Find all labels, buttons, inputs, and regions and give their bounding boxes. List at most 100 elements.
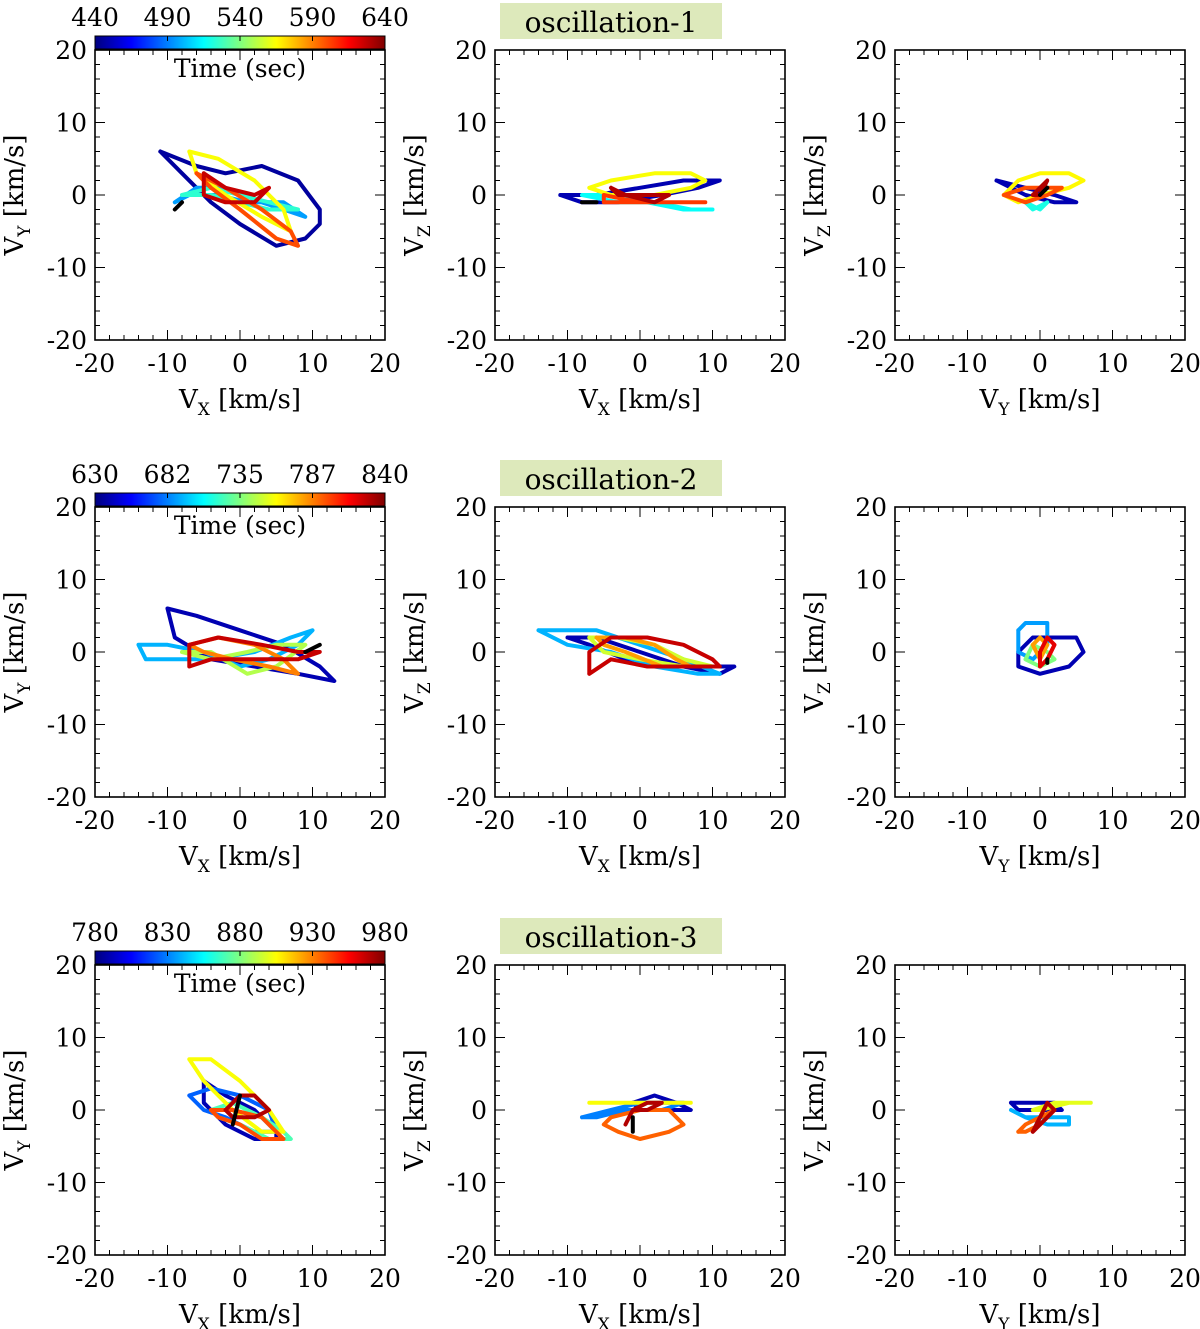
x-tick-label: -20 — [875, 806, 915, 835]
x-tick-label: 10 — [1097, 806, 1129, 835]
trajectory-loop — [1030, 178, 1050, 197]
x-tick-label: 0 — [1032, 1264, 1048, 1293]
trajectory-loop — [623, 1100, 664, 1127]
trajectory-loop — [1023, 200, 1050, 212]
x-tick-label: 0 — [1032, 806, 1048, 835]
oscillation-title-badge: oscillation-2 — [500, 460, 722, 496]
x-axis-label: VX [km/s] — [578, 842, 701, 877]
y-axis-label: VZ [km/s] — [400, 134, 435, 257]
x-tick-label: 10 — [297, 806, 329, 835]
trajectory-series — [536, 628, 737, 676]
y-tick-label: -20 — [847, 783, 887, 812]
x-axis-label: VX [km/s] — [178, 1300, 301, 1329]
y-tick-label: 0 — [71, 181, 87, 210]
x-tick-label: 10 — [1097, 1264, 1129, 1293]
x-tick-label: 0 — [1032, 349, 1048, 378]
colorbar-tick-label: 735 — [216, 460, 264, 489]
x-tick-label: -20 — [475, 349, 515, 378]
trajectory-loop — [172, 200, 184, 212]
trajectory-loop — [1030, 1100, 1057, 1134]
y-tick-label: -10 — [47, 1169, 87, 1198]
trajectory-loop — [230, 1093, 242, 1127]
y-tick-label: -20 — [847, 1241, 887, 1270]
y-tick-label: 20 — [455, 951, 487, 980]
y-axis-label: VY [km/s] — [0, 591, 35, 713]
time-colorbar: 440 490 540 590 640 Time (sec) — [71, 3, 409, 83]
x-tick-label: 0 — [632, 349, 648, 378]
x-tick-label: 20 — [369, 349, 401, 378]
trajectory-loop — [1030, 635, 1050, 662]
y-tick-label: -20 — [847, 326, 887, 355]
trajectory-series — [136, 606, 337, 683]
y-tick-label: 10 — [455, 109, 487, 138]
y-tick-label: 10 — [855, 1024, 887, 1053]
panel-vx-vz: -20-20 -10 -10 0 0 10 10 20 20 VX [km/s] VZ [km/s] — [400, 951, 801, 1329]
colorbar-label: Time (sec) — [174, 511, 306, 540]
y-tick-label: 0 — [71, 1096, 87, 1125]
x-tick-label: -20 — [75, 349, 115, 378]
trajectory-loop — [1038, 185, 1050, 197]
oscillation-title-badge: oscillation-1 — [500, 3, 722, 39]
oscillation-title: oscillation-2 — [525, 463, 698, 496]
y-tick-label: 20 — [855, 36, 887, 65]
y-tick-label: 10 — [855, 566, 887, 595]
y-axis-label: VZ [km/s] — [400, 591, 435, 714]
y-tick-label: 10 — [55, 566, 87, 595]
y-tick-label: -10 — [447, 254, 487, 283]
y-tick-label: -10 — [447, 711, 487, 740]
x-tick-label: 0 — [232, 1264, 248, 1293]
axis-ticks — [94, 506, 386, 798]
x-axis-label: VY [km/s] — [978, 842, 1100, 877]
y-tick-label: -10 — [447, 1169, 487, 1198]
trajectory-loop — [601, 193, 708, 205]
axis-ticks — [494, 506, 786, 798]
y-tick-label: -10 — [47, 711, 87, 740]
trajectory-loop — [587, 635, 722, 676]
x-tick-label: -20 — [75, 1264, 115, 1293]
y-axis-label: VY [km/s] — [0, 1049, 35, 1171]
x-tick-label: -20 — [75, 806, 115, 835]
y-tick-label: 0 — [471, 638, 487, 667]
trajectory-loop — [1009, 1108, 1071, 1127]
colorbar-tick-label: 930 — [289, 918, 337, 947]
y-axis-label: VY [km/s] — [0, 134, 35, 256]
trajectory-loop — [1001, 185, 1064, 205]
colorbar-tick-label: 590 — [289, 3, 337, 32]
y-tick-label: 0 — [471, 1096, 487, 1125]
x-tick-label: -20 — [475, 806, 515, 835]
x-axis-label: VY [km/s] — [978, 1300, 1100, 1329]
trajectory-loop — [187, 1057, 286, 1134]
trajectory-loop — [303, 642, 322, 654]
trajectory-loop — [1001, 171, 1086, 205]
panel-vx-vz: -20-20 -10 -10 0 0 10 10 20 20 VX [km/s] VZ [km/s] — [400, 493, 801, 877]
panel-vy-vz: -20-20 -10 -10 0 0 10 10 20 20 VY [km/s] VZ [km/s] — [800, 951, 1200, 1329]
trajectory-loop — [609, 185, 671, 205]
axis-ticks — [94, 49, 386, 341]
colorbar-tick-label: 682 — [144, 460, 192, 489]
x-tick-label: 20 — [769, 1264, 801, 1293]
panel-vx-vz: -20-20 -10 -10 0 0 10 10 20 20 VX [km/s] VZ [km/s] — [400, 36, 801, 420]
colorbar-tick-label: 787 — [289, 460, 337, 489]
colorbar-tick-label: 490 — [144, 3, 192, 32]
x-tick-label: 10 — [297, 349, 329, 378]
trajectory-loop — [1009, 1100, 1064, 1112]
colorbar-tick-label: 540 — [216, 3, 264, 32]
panel-vx-vy: -20-20 -10 -10 0 0 10 10 20 20 VX [km/s] VY [km/s]… — [0, 3, 409, 420]
x-tick-label: -20 — [875, 1264, 915, 1293]
colorbar-tick-label: 980 — [361, 918, 409, 947]
y-axis-label: VZ [km/s] — [800, 1049, 835, 1172]
y-tick-label: -20 — [47, 1241, 87, 1270]
x-tick-label: 20 — [1169, 349, 1200, 378]
colorbar-tick-label: 780 — [71, 918, 119, 947]
y-tick-label: 20 — [55, 951, 87, 980]
x-tick-label: 10 — [697, 806, 729, 835]
trajectory-series — [1016, 621, 1086, 676]
oscillation-title: oscillation-1 — [525, 6, 698, 39]
x-tick-label: 20 — [769, 806, 801, 835]
y-tick-label: 20 — [55, 493, 87, 522]
trajectory-loop — [1030, 1100, 1093, 1112]
colorbar-label: Time (sec) — [174, 54, 306, 83]
panel-vy-vz: -20-20 -10 -10 0 0 10 10 20 20 VY [km/s] VZ [km/s] — [800, 493, 1200, 877]
x-tick-label: 10 — [297, 1264, 329, 1293]
panel-vx-vy: -20-20 -10 -10 0 0 10 10 20 20 VX [km/s] VY [km/s]… — [0, 918, 409, 1329]
